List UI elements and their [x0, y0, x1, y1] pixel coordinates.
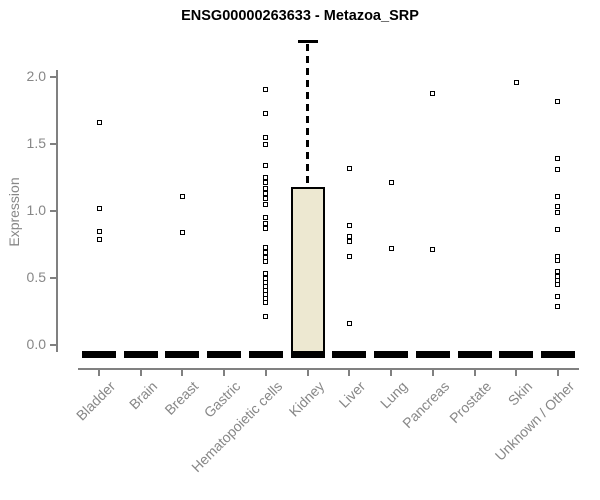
- y-tick-label: 0.0: [26, 336, 46, 352]
- y-axis-tick: [50, 143, 56, 145]
- outlier-point: [96, 205, 102, 211]
- outlier-point: [555, 258, 561, 264]
- outlier-point: [555, 156, 561, 162]
- x-axis-tick: [515, 370, 518, 376]
- x-axis-tick: [473, 370, 476, 376]
- y-axis-tick: [50, 277, 56, 279]
- outlier-point: [263, 141, 269, 147]
- median-bar: [415, 351, 450, 358]
- outlier-point: [555, 294, 561, 300]
- outlier-point: [346, 321, 352, 327]
- outlier-point: [263, 314, 269, 320]
- whisker-line: [306, 43, 309, 187]
- x-axis-tick: [390, 370, 393, 376]
- outlier-point: [263, 86, 269, 92]
- median-bar: [248, 351, 283, 358]
- median-bar: [540, 351, 575, 358]
- chart-title: ENSG00000263633 - Metazoa_SRP: [181, 8, 419, 24]
- x-axis-tick: [264, 370, 267, 376]
- x-axis-tick: [181, 370, 184, 376]
- median-bar: [82, 351, 116, 358]
- outlier-point: [96, 228, 102, 234]
- outlier-point: [263, 180, 269, 186]
- outlier-point: [96, 236, 102, 242]
- outlier-point: [263, 244, 269, 250]
- outlier-point: [430, 90, 436, 96]
- outlier-point: [263, 196, 269, 202]
- outlier-point: [555, 193, 561, 199]
- median-bar: [457, 351, 492, 358]
- outlier-point: [346, 233, 352, 239]
- box-iqr: [290, 186, 325, 358]
- x-axis-tick: [348, 370, 351, 376]
- outlier-point: [263, 134, 269, 140]
- outlier-point: [263, 201, 269, 207]
- median-bar: [290, 351, 325, 358]
- x-axis-line: [78, 368, 579, 370]
- y-axis-tick: [50, 344, 56, 346]
- outlier-point: [513, 79, 519, 85]
- outlier-point: [346, 223, 352, 229]
- x-axis-tick: [98, 370, 100, 376]
- outlier-point: [346, 239, 352, 245]
- y-tick-label: 0.5: [26, 269, 46, 285]
- y-axis-line: [56, 70, 58, 352]
- outlier-point: [263, 191, 269, 197]
- outlier-point: [346, 254, 352, 260]
- median-bar: [332, 351, 367, 358]
- x-axis-tick: [431, 370, 434, 376]
- x-axis-tick: [556, 370, 559, 376]
- outlier-point: [263, 220, 269, 226]
- outlier-point: [96, 120, 102, 126]
- median-bar: [207, 351, 242, 358]
- outlier-point: [555, 98, 561, 104]
- x-axis-tick: [306, 370, 309, 376]
- outlier-point: [263, 215, 269, 221]
- outlier-point: [263, 175, 269, 180]
- median-bar: [165, 351, 200, 358]
- outlier-point: [179, 193, 185, 199]
- outlier-point: [555, 268, 561, 274]
- outlier-point: [388, 180, 394, 186]
- y-axis-tick: [50, 76, 56, 78]
- outlier-point: [263, 110, 269, 116]
- y-axis-tick: [50, 210, 56, 212]
- x-axis-tick: [139, 370, 142, 376]
- outlier-point: [555, 282, 561, 288]
- y-tick-label: 2.0: [26, 68, 46, 84]
- outlier-point: [388, 246, 394, 252]
- outlier-point: [263, 162, 269, 168]
- whisker-cap: [297, 39, 318, 43]
- x-axis-tick: [223, 370, 226, 376]
- median-bar: [123, 351, 158, 358]
- outlier-point: [263, 299, 269, 305]
- outlier-point: [179, 229, 185, 235]
- outlier-point: [263, 185, 269, 191]
- outlier-point: [430, 247, 436, 253]
- outlier-point: [263, 250, 269, 256]
- outlier-point: [555, 209, 561, 215]
- outlier-point: [555, 166, 561, 172]
- outlier-point: [555, 227, 561, 233]
- outlier-point: [555, 303, 561, 309]
- median-bar: [499, 351, 534, 358]
- median-bar: [374, 351, 409, 358]
- y-tick-label: 1.0: [26, 202, 46, 218]
- y-tick-label: 1.5: [26, 135, 46, 151]
- outlier-point: [263, 259, 269, 265]
- outlier-point: [346, 165, 352, 171]
- outlier-point: [555, 204, 561, 210]
- outlier-point: [263, 225, 269, 231]
